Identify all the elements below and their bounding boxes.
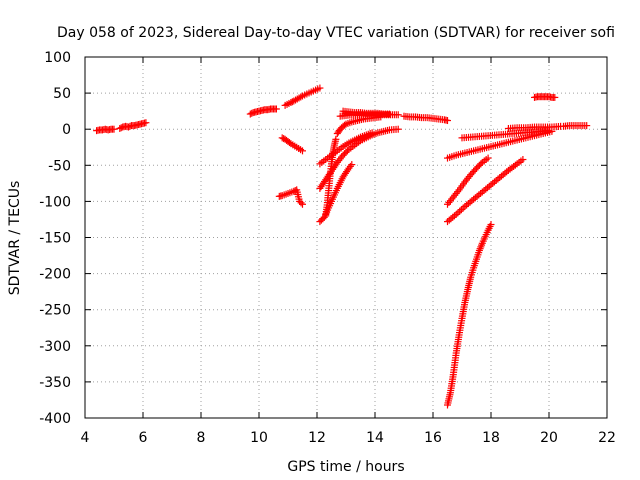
x-tick-label: 4 xyxy=(81,430,90,446)
data-point xyxy=(272,105,280,113)
series-seg-6 xyxy=(275,186,306,208)
y-tick-label: 100 xyxy=(44,50,71,66)
data-point xyxy=(457,206,465,214)
data-point xyxy=(444,117,451,125)
data-point xyxy=(297,199,305,207)
y-tick-label: 0 xyxy=(62,122,71,138)
y-tick-label: 50 xyxy=(53,86,71,102)
series-seg-20 xyxy=(504,122,565,132)
x-tick-label: 12 xyxy=(308,430,326,446)
data-point xyxy=(545,127,553,135)
series-seg-2 xyxy=(116,119,150,132)
y-tick-label: -200 xyxy=(39,267,71,283)
x-tick-label: 22 xyxy=(598,430,616,446)
series-seg-18 xyxy=(444,127,556,162)
series-seg-14 xyxy=(322,161,356,218)
data-point xyxy=(551,93,559,101)
y-tick-label: -150 xyxy=(39,231,71,247)
series-seg-11 xyxy=(400,112,451,125)
series-seg-21 xyxy=(560,122,591,130)
series-seg-13 xyxy=(316,129,376,168)
series-seg-5 xyxy=(278,134,306,155)
plot-frame xyxy=(84,56,608,419)
x-tick-label: 18 xyxy=(482,430,500,446)
x-tick-label: 6 xyxy=(139,430,148,446)
x-tick-label: 20 xyxy=(540,430,558,446)
data-point xyxy=(110,125,118,133)
y-tick-label: -350 xyxy=(39,375,71,391)
x-tick-label: 10 xyxy=(250,430,268,446)
series-seg-1 xyxy=(93,125,118,135)
data-point xyxy=(456,207,464,215)
data-point xyxy=(299,147,306,155)
series-seg-16 xyxy=(444,154,492,208)
data-point xyxy=(299,200,306,208)
data-point xyxy=(288,98,296,106)
series-seg-15 xyxy=(444,221,495,409)
y-tick-label: -50 xyxy=(48,158,71,174)
data-point xyxy=(368,129,376,137)
series-seg-10 xyxy=(336,111,402,120)
data-point xyxy=(348,161,356,169)
series-seg-4 xyxy=(281,84,324,109)
axis-ticks: 4 6 8 10 12 14 16 18 20 22 100 50 0 -50 -100 -150 -200 -2… xyxy=(39,50,616,446)
y-axis-label: SDTVAR / TECUs xyxy=(7,181,23,296)
data-points xyxy=(93,84,591,409)
x-axis-label: GPS time / hours xyxy=(287,459,404,475)
data-point xyxy=(332,160,340,168)
y-tick-label: -300 xyxy=(39,339,71,355)
y-tick-label: -100 xyxy=(39,194,71,210)
series-seg-22 xyxy=(531,93,559,101)
series-seg-17 xyxy=(444,156,527,226)
data-point xyxy=(142,119,150,127)
data-point xyxy=(394,111,402,119)
x-tick-label: 14 xyxy=(366,430,384,446)
data-point xyxy=(344,166,352,174)
x-tick-label: 16 xyxy=(424,430,442,446)
data-point xyxy=(394,125,402,133)
data-point xyxy=(316,84,324,92)
chart-title: Day 058 of 2023, Sidereal Day-to-day VTE… xyxy=(57,25,615,41)
y-tick-label: -400 xyxy=(39,411,71,427)
data-point xyxy=(487,221,495,229)
data-point xyxy=(583,122,591,130)
series-seg-3 xyxy=(246,105,280,118)
x-tick-label: 8 xyxy=(197,430,206,446)
series-seg-19 xyxy=(458,127,553,142)
data-point xyxy=(484,154,492,162)
data-point xyxy=(332,135,340,143)
data-point xyxy=(519,156,527,164)
y-tick-label: -250 xyxy=(39,303,71,319)
